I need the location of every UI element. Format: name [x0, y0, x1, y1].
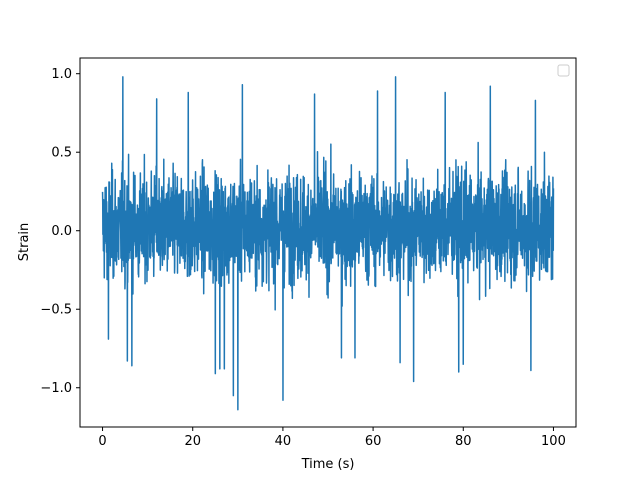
x-tick-label: 60: [365, 434, 382, 449]
y-tick-label: 0.5: [51, 146, 72, 161]
x-tick-label: 100: [541, 434, 566, 449]
series-line: [101, 76, 555, 411]
axes: 0 20 40 60 80 100 −1.0 −0.5 0.0 0.5 1.0: [40, 57, 577, 449]
y-tick-label: −1.0: [40, 381, 72, 396]
x-tick-label: 0: [98, 434, 106, 449]
plot-area: [101, 76, 555, 411]
x-tick-label: 20: [184, 434, 201, 449]
y-tick-label: 0.0: [51, 224, 72, 239]
x-axis-label: Time (s): [301, 457, 355, 472]
y-axis-label: Strain: [17, 223, 32, 262]
x-tick-label: 80: [455, 434, 472, 449]
y-tick-label: −0.5: [40, 303, 72, 318]
x-tick-label: 40: [275, 434, 292, 449]
plot-frame: [79, 57, 577, 428]
legend-box: [557, 64, 570, 77]
y-tick-label: 1.0: [51, 67, 72, 82]
